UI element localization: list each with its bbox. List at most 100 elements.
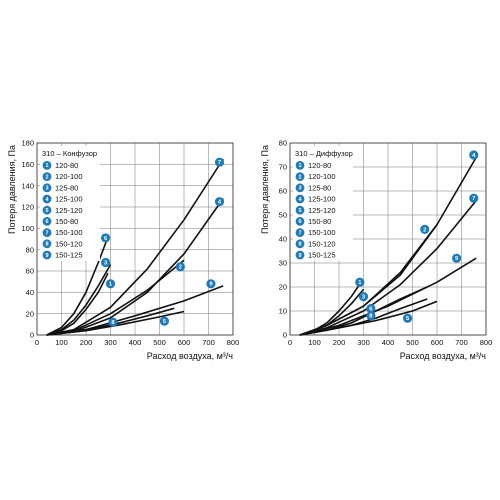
x-tick-label: 600	[431, 338, 444, 347]
legend-item-label: 150-125	[308, 251, 336, 260]
legend-item-label: 120-100	[308, 172, 336, 181]
series-badge-text: 5	[406, 316, 410, 322]
x-axis-label: Расход воздуха, м³/ч	[400, 351, 487, 361]
y-tick-label: 60	[279, 187, 287, 196]
series-badge	[403, 313, 413, 323]
series-line-1	[46, 272, 109, 336]
series-badge-text: 7	[45, 230, 48, 236]
series-badge-text: 9	[45, 253, 48, 259]
chart-2: 0 100 200 300 400 500 600 700 800 0 10 20 30 40 50 60 70…	[260, 139, 492, 361]
series-badge	[295, 217, 305, 226]
legend-item-label: 120-80	[55, 161, 78, 170]
series-badge	[42, 239, 52, 249]
legend-title: 310 – Диффузор	[295, 149, 353, 158]
series-badge	[295, 161, 305, 170]
series-badge	[42, 217, 52, 226]
series-badge-text: 7	[472, 196, 475, 202]
series-badge	[366, 311, 376, 321]
y-tick-label: 30	[279, 259, 287, 268]
y-tick-label: 100	[21, 224, 34, 233]
series-badge	[295, 172, 305, 182]
series-badge-text: 2	[298, 174, 301, 180]
series-badge	[355, 277, 365, 287]
series-badge-text: 3	[45, 186, 48, 192]
legend-item-label: 120-100	[55, 172, 83, 181]
x-tick-label: 0	[288, 338, 292, 347]
series-badge	[295, 228, 305, 238]
series-badge-text: 4	[218, 200, 222, 206]
legend-item-label: 125-100	[55, 195, 83, 204]
x-tick-label: 600	[178, 338, 191, 347]
series-badge-text: 3	[362, 295, 366, 301]
legend-item-label: 150-80	[308, 217, 331, 226]
series-line-5	[46, 310, 185, 336]
series-badge-text: 1	[45, 163, 48, 169]
x-tick-label: 700	[455, 338, 468, 347]
legend-item-label: 150-125	[55, 251, 83, 260]
series-badge-text: 9	[455, 256, 459, 262]
series-badge	[108, 317, 118, 327]
series-badge-text: 2	[179, 265, 182, 271]
x-tick-label: 700	[202, 338, 215, 347]
series-badge	[159, 316, 169, 326]
y-tick-label: 0	[30, 331, 34, 340]
x-tick-label: 800	[480, 338, 493, 347]
series-badge	[42, 172, 52, 182]
series-badge-text: 1	[358, 280, 362, 286]
series-badge-text: 7	[298, 230, 301, 236]
y-tick-label: 60	[26, 267, 34, 276]
y-tick-label: 120	[21, 203, 34, 212]
x-tick-label: 100	[308, 338, 321, 347]
series-badge-text: 5	[45, 208, 48, 214]
x-tick-label: 100	[55, 338, 68, 347]
series-badge-text: 5	[163, 319, 167, 325]
chart-1: 0 100 200 300 400 500 600 700 800 0 20 40 60 80 100 120…	[7, 139, 239, 361]
series-badge-text: 9	[209, 282, 213, 288]
x-tick-label: 400	[382, 338, 395, 347]
series-badge-text: 4	[45, 197, 49, 203]
y-tick-label: 40	[279, 235, 287, 244]
x-tick-label: 500	[406, 338, 419, 347]
series-badge	[101, 233, 111, 243]
series-badge-text: 3	[104, 260, 108, 266]
y-tick-label: 160	[21, 160, 34, 169]
series-badge-text: 5	[298, 208, 301, 214]
series-badge-text: 9	[298, 253, 301, 259]
x-tick-label: 200	[333, 338, 346, 347]
series-badge	[295, 250, 305, 260]
x-tick-label: 200	[80, 338, 93, 347]
series-badge-text: 2	[423, 227, 426, 233]
series-badge-text: 6	[104, 236, 108, 242]
legend-item-label: 125-120	[308, 206, 336, 215]
series-badge	[101, 257, 111, 268]
x-tick-label: 300	[357, 338, 370, 347]
series-line-5	[299, 300, 438, 336]
y-axis-label: Потеря давления, Па	[260, 145, 270, 234]
series-badge	[469, 150, 479, 160]
x-tick-label: 300	[104, 338, 117, 347]
legend-item-label: 125-120	[55, 206, 83, 215]
plot-frame	[289, 142, 487, 336]
series-badge	[105, 279, 116, 289]
series-badge-text: 8	[298, 242, 301, 248]
y-tick-label: 70	[279, 163, 287, 172]
y-tick-label: 80	[26, 245, 34, 254]
series-badge-text: 8	[111, 320, 115, 326]
legend-item-label: 125-80	[55, 183, 78, 192]
series-badge	[42, 205, 52, 215]
legend-item-label: 125-80	[308, 183, 331, 192]
series-badge	[452, 253, 462, 263]
series-badge-text: 6	[298, 219, 301, 225]
series-badge	[206, 279, 216, 289]
series-badge-text: 1	[109, 282, 113, 288]
series-line-2	[299, 224, 438, 336]
y-axis-label: Потеря давления, Па	[7, 145, 17, 234]
series-badge-text: 2	[45, 174, 48, 180]
plot-frame	[36, 142, 234, 336]
series-badge-text: 8	[45, 242, 48, 248]
x-tick-label: 800	[227, 338, 240, 347]
series-badge-text: 3	[298, 186, 301, 192]
legend-item-label: 150-100	[55, 228, 83, 237]
series-line-9	[299, 257, 477, 336]
